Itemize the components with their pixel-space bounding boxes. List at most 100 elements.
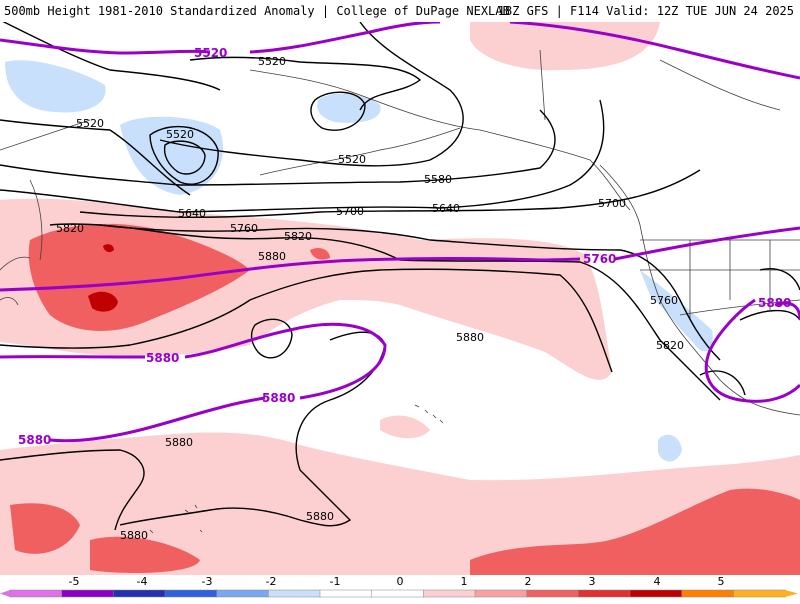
positive-anomaly-region <box>28 223 250 331</box>
purple-contour-label: 5880 <box>262 391 295 405</box>
colorbar-tick: -4 <box>137 575 148 588</box>
north-america-coastline <box>599 164 800 416</box>
alaska-coastline <box>249 69 631 211</box>
contour-label: 5880 <box>258 250 286 263</box>
mexico-border <box>679 299 800 316</box>
contour-label: 5760 <box>650 294 678 307</box>
contour-5520-central <box>189 56 422 111</box>
negative-anomaly-region <box>317 93 381 123</box>
canada-coastline <box>539 49 781 121</box>
contour-label: 5760 <box>230 222 258 235</box>
colorbar-tick: 1 <box>461 575 468 588</box>
mexico-contours <box>699 268 800 396</box>
colorbar-swatch <box>578 589 631 598</box>
contour-label: 5520 <box>338 153 366 166</box>
colorbar-swatch <box>733 589 786 598</box>
colorbar-swatch <box>629 589 683 598</box>
colorbar-swatch <box>319 589 373 598</box>
colorbar-swatch <box>474 589 528 598</box>
positive-anomaly-region <box>90 536 200 573</box>
hawaii-islands <box>414 404 444 424</box>
purple-contour-5760 <box>0 226 800 292</box>
purple-contour-label: 5880 <box>146 351 179 365</box>
positive-anomaly-region <box>380 415 430 439</box>
purple-contour-label: 5880 <box>758 296 791 310</box>
colorbar-ticks: -5 -4 -3 -2 -1 0 1 2 3 4 5 <box>69 575 725 588</box>
coastlines <box>0 49 800 534</box>
map-title: 500mb Height 1981-2010 Standardized Anom… <box>4 4 510 18</box>
extreme-positive-anomaly-region <box>88 291 118 312</box>
contour-label: 5880 <box>306 510 334 523</box>
low-center-contour <box>149 125 219 185</box>
colorbar-swatch <box>216 589 270 598</box>
colorbar-tick: 5 <box>718 575 725 588</box>
colorbar-swatches <box>0 589 798 598</box>
contour-label: 5640 <box>432 202 460 215</box>
positive-anomaly-region <box>470 22 660 71</box>
colorbar-min-arrow <box>0 590 10 597</box>
colorbar-swatch <box>681 589 735 598</box>
height-contour-labels: 5520 5520 5520 5520 5580 5640 5640 5700 … <box>56 55 684 542</box>
contour-label: 5520 <box>76 117 104 130</box>
contour-5640 <box>0 99 605 213</box>
contour-5580 <box>0 109 556 186</box>
anomaly-map: 5520 5520 5520 5520 5580 5640 5640 5700 … <box>0 22 800 575</box>
japan-coastline <box>0 256 31 306</box>
negative-anomaly-region <box>120 116 224 195</box>
purple-contour-5520 <box>0 22 800 80</box>
contour-5880-main <box>0 268 613 373</box>
positive-anomaly-region <box>0 432 800 575</box>
contour-label: 5700 <box>598 197 626 210</box>
colorbar-swatch <box>113 589 166 598</box>
contour-label: 5820 <box>56 222 84 235</box>
purple-contour-5880-west <box>0 322 387 443</box>
colorbar-tick: -2 <box>266 575 277 588</box>
low-center-contour <box>163 140 206 175</box>
negative-anomaly-region <box>658 434 682 462</box>
strong-positive-anomaly-shading <box>10 223 800 575</box>
title-bar: 500mb Height 1981-2010 Standardized Anom… <box>0 0 800 22</box>
alaska-peninsula <box>259 127 461 176</box>
purple-contour-label: 5520 <box>194 46 227 60</box>
contour-5700 <box>79 169 701 218</box>
contour-label: 5700 <box>336 205 364 218</box>
colorbar-max-arrow <box>785 590 798 597</box>
extreme-positive-anomaly-region <box>103 244 114 253</box>
colorbar-tick: 0 <box>397 575 404 588</box>
colorbar-swatch <box>61 589 115 598</box>
contour-5520-east <box>159 22 464 167</box>
positive-anomaly-region <box>310 247 330 260</box>
colorbar-tick: -1 <box>330 575 341 588</box>
negative-anomaly-region <box>640 270 713 352</box>
contour-label: 5520 <box>258 55 286 68</box>
climatology-contours <box>0 22 800 443</box>
colorbar-swatch <box>164 589 218 598</box>
colorbar-swatch <box>423 589 476 598</box>
colorbar-tick: 2 <box>525 575 532 588</box>
contour-label: 5520 <box>166 128 194 141</box>
anomaly-colorbar: -5 -4 -3 -2 -1 0 1 2 3 4 5 <box>0 575 800 600</box>
contour-label: 5640 <box>178 207 206 220</box>
run-valid-time: 18Z GFS | F114 Valid: 12Z TUE JUN 24 202… <box>497 4 794 18</box>
colorbar-tick: -3 <box>202 575 213 588</box>
negative-anomaly-shading <box>5 60 713 462</box>
colorbar-tick: 3 <box>589 575 596 588</box>
contour-5520-west <box>0 119 191 196</box>
small-low-contour <box>310 91 366 131</box>
negative-anomaly-region <box>5 60 106 113</box>
kamchatka-coastline <box>0 119 91 261</box>
contour-5760 <box>99 224 721 361</box>
positive-anomaly-region <box>470 488 800 575</box>
contour-5880-loop <box>250 318 293 359</box>
colorbar-tick: -5 <box>69 575 80 588</box>
contour-label: 5880 <box>165 436 193 449</box>
colorbar-swatch <box>9 589 63 598</box>
colorbar-swatch <box>268 589 321 598</box>
colorbar-swatch <box>371 589 425 598</box>
contour-label: 5820 <box>656 339 684 352</box>
contour-label: 5820 <box>284 230 312 243</box>
colorbar-swatch <box>526 589 580 598</box>
contour-label: 5580 <box>424 173 452 186</box>
colorbar-tick: 4 <box>654 575 661 588</box>
contour-label: 5880 <box>456 331 484 344</box>
